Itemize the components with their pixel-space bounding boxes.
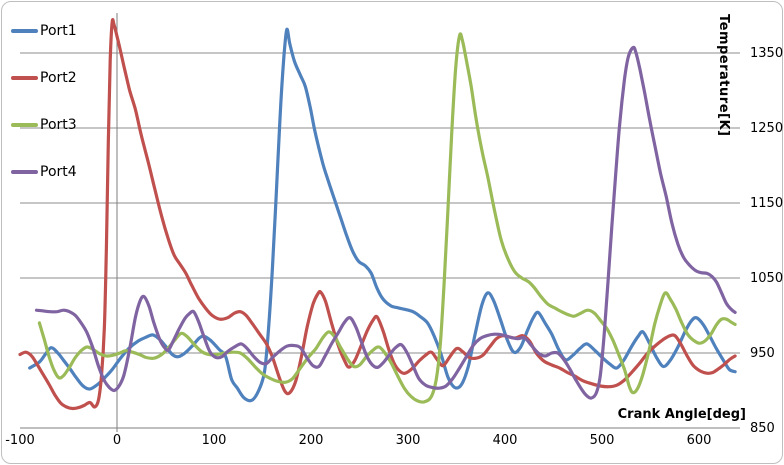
legend-label-port3: Port3	[40, 117, 77, 133]
legend-line-sample-port2	[11, 76, 38, 80]
legend-label-port1: Port1	[40, 23, 77, 39]
x-tick-label-400: 400	[492, 433, 518, 448]
legend-line-sample-port3	[11, 123, 38, 127]
series-line-port1[interactable]	[28, 27, 737, 403]
legend-line-sample-port1	[11, 29, 38, 33]
x-tick-label-200: 200	[298, 433, 324, 448]
legend-item-port2[interactable]: Port2	[11, 69, 77, 87]
legend-line-sample-port4	[11, 170, 38, 174]
x-tick-label-300: 300	[395, 433, 421, 448]
series-line-port3[interactable]	[37, 32, 737, 404]
legend-item-port4[interactable]: Port4	[11, 163, 77, 181]
legend-item-port3[interactable]: Port3	[11, 116, 77, 134]
y-tick-label-950: 950	[750, 346, 775, 361]
x-axis-title: Crank Angle[deg]	[617, 407, 746, 422]
y-axis-title: Temperature[K]	[716, 14, 731, 137]
x-tick-label-100: 100	[201, 433, 227, 448]
legend-label-port2: Port2	[40, 70, 77, 86]
y-tick-label-1050: 1050	[750, 271, 784, 286]
y-tick-label-1350: 1350	[750, 46, 784, 61]
y-tick-label-1250: 1250	[750, 121, 784, 136]
y-tick-label-1150: 1150	[750, 196, 784, 211]
x-tick-label--100: -100	[5, 433, 35, 448]
series-line-port4[interactable]	[34, 45, 737, 400]
x-tick-label-0: 0	[112, 433, 122, 448]
x-tick-label-600: 600	[686, 433, 712, 448]
y-tick-label-850: 850	[750, 421, 775, 436]
legend-label-port4: Port4	[40, 164, 77, 180]
x-tick-label-500: 500	[589, 433, 615, 448]
legend-item-port1[interactable]: Port1	[11, 22, 77, 40]
